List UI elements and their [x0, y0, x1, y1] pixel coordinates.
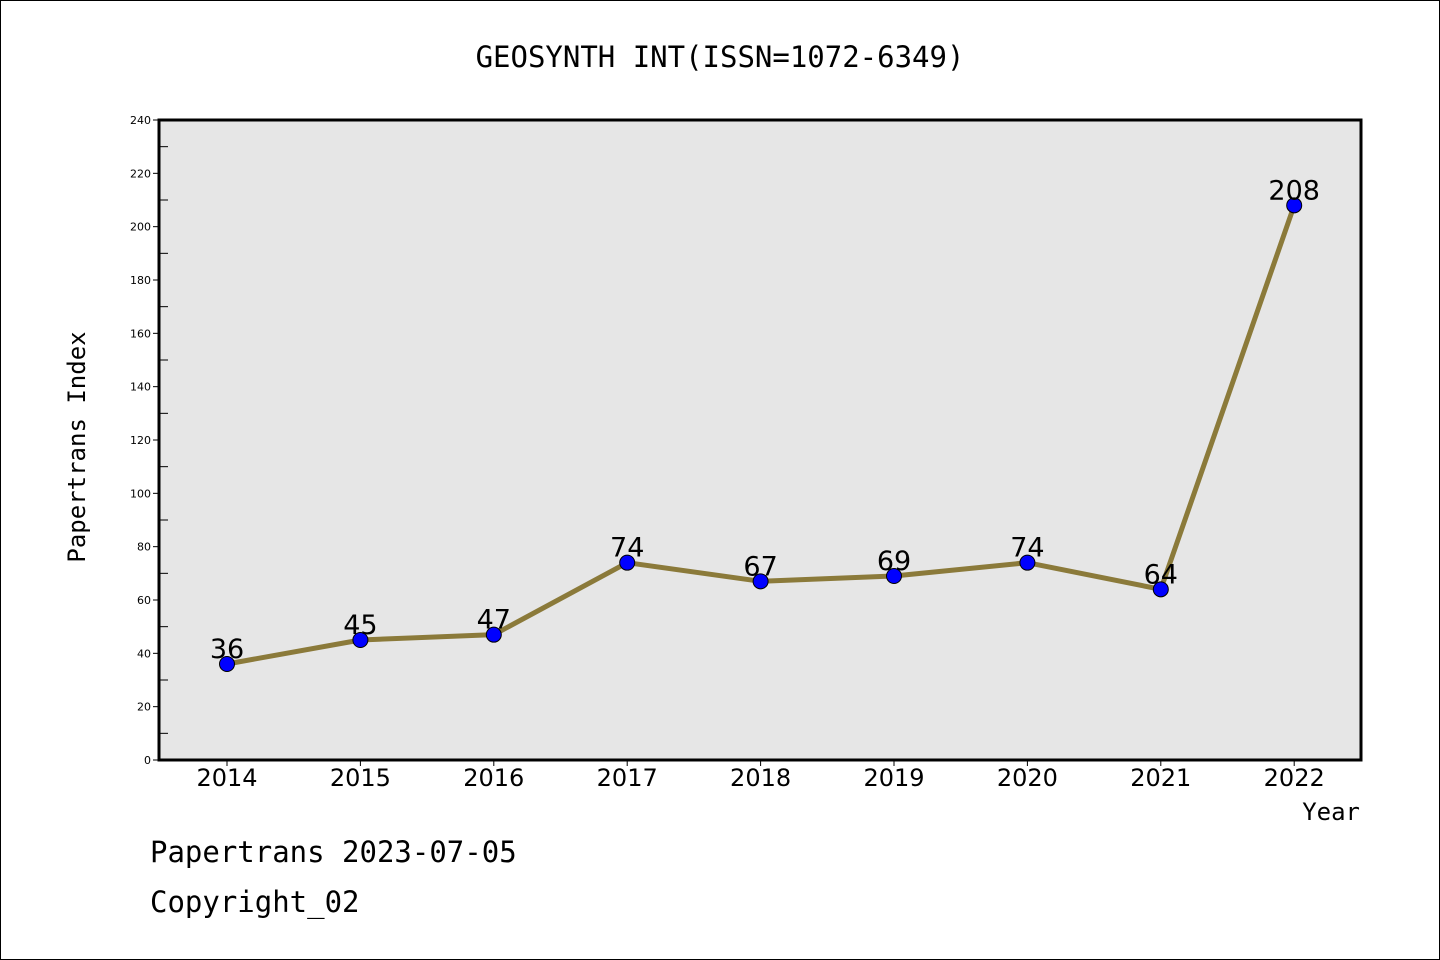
- y-tick-label: 80: [137, 541, 151, 554]
- y-tick-label: 180: [130, 274, 151, 287]
- x-axis-ticks: 2014 2015 2016 2017 2018 2019 2020 2021 2022: [196, 760, 1325, 792]
- x-tick-label: 2019: [863, 764, 924, 792]
- plot-border: [157, 118, 1363, 762]
- data-point: [485, 626, 502, 643]
- y-tick-label: 20: [137, 701, 151, 714]
- y-tick-label: 140: [130, 381, 151, 394]
- data-label: 74: [610, 533, 644, 564]
- y-tick-label: 220: [130, 167, 151, 180]
- data-point: [219, 656, 235, 672]
- y-axis-label: Papertrans Index: [63, 331, 91, 562]
- series-layer: 36 45 47 74 67 69 74 64 208: [210, 175, 1320, 672]
- footer-date: Papertrans 2023-07-05: [150, 835, 517, 869]
- data-point: [886, 568, 902, 584]
- x-tick-label: 2017: [597, 764, 658, 792]
- data-point: [1019, 554, 1036, 571]
- data-label: 47: [477, 605, 511, 636]
- data-label: 45: [343, 610, 377, 641]
- x-axis-label: Year: [1302, 798, 1360, 826]
- y-tick-label: 160: [130, 327, 151, 340]
- y-tick-label: 40: [137, 647, 151, 660]
- data-point: [352, 632, 369, 648]
- footer-copyright: Copyright_02: [150, 885, 360, 919]
- y-tick-label: 200: [130, 221, 151, 234]
- y-tick-label: 120: [130, 434, 151, 447]
- chart-title: GEOSYNTH INT(ISSN=1072-6349): [476, 40, 965, 74]
- y-axis-ticks: 0 20 40 60 80 100 120 140 160 180 200 220 240: [130, 114, 168, 767]
- x-tick-label: 2016: [463, 764, 524, 792]
- data-label: 36: [210, 634, 244, 665]
- y-tick-label: 60: [137, 594, 151, 607]
- x-tick-label: 2022: [1264, 764, 1325, 792]
- data-label: 208: [1268, 175, 1320, 206]
- x-tick-label: 2020: [997, 764, 1058, 792]
- data-point: [752, 573, 769, 590]
- x-tick-label: 2015: [330, 764, 391, 792]
- data-label: 69: [877, 546, 911, 577]
- x-tick-label: 2021: [1130, 764, 1191, 792]
- data-point: [619, 554, 636, 571]
- y-tick-label: 240: [130, 114, 151, 127]
- data-point: [1286, 197, 1303, 214]
- y-tick-label: 0: [144, 754, 151, 767]
- y-tick-label: 100: [130, 487, 151, 500]
- data-label: 74: [1010, 533, 1044, 564]
- x-tick-label: 2014: [196, 764, 257, 792]
- x-tick-label: 2018: [730, 764, 791, 792]
- plot-area: [159, 120, 1361, 760]
- data-point: [1152, 581, 1169, 598]
- data-label: 64: [1144, 559, 1178, 590]
- data-label: 67: [743, 551, 777, 582]
